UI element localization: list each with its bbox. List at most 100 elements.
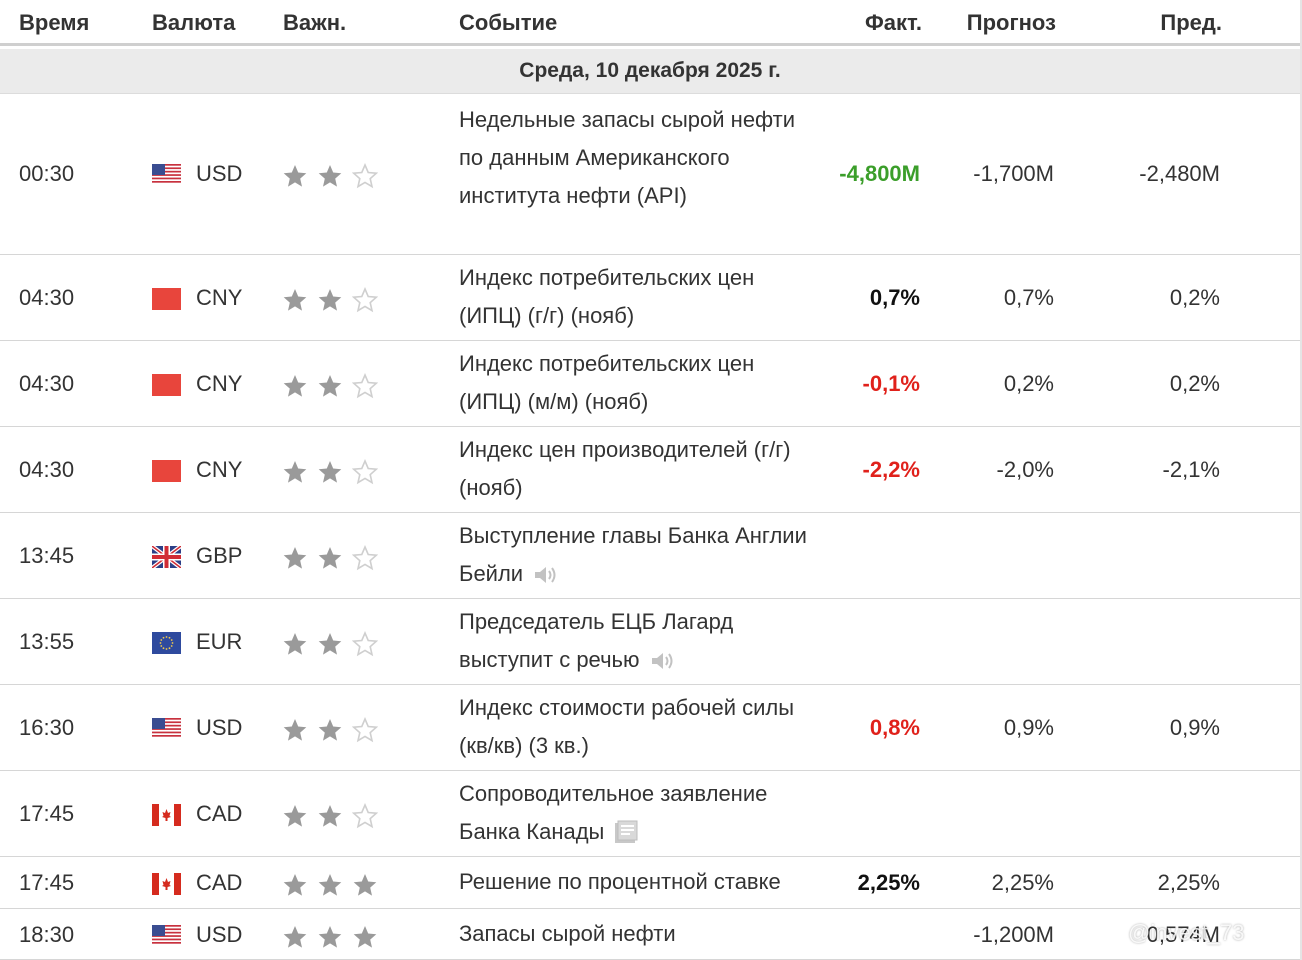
column-header-importance[interactable]: Важн.: [283, 10, 347, 35]
star-filled-icon: [317, 872, 343, 898]
currency-code: EUR: [196, 629, 243, 654]
star-filled-icon: [317, 373, 343, 399]
event-title[interactable]: Запасы сырой нефти: [459, 921, 676, 946]
table-row[interactable]: 04:30 CNY Индекс цен производителей (г/г) …: [0, 427, 1300, 513]
event-time: 04:30: [19, 285, 75, 310]
star-empty-icon: [352, 163, 378, 189]
event-title[interactable]: Индекс цен производителей (г/г) (нояб): [459, 437, 791, 500]
star-empty-icon: [352, 287, 378, 313]
previous-value: 0,2%: [1169, 285, 1220, 310]
event-time: 17:45: [19, 870, 75, 895]
event-time: 16:30: [19, 715, 75, 740]
previous-value: -2,480M: [1139, 161, 1220, 186]
event-time: 04:30: [19, 371, 75, 396]
speaker-icon[interactable]: [533, 560, 559, 598]
event-name[interactable]: Сопроводительное заявление Банка Канады: [459, 775, 819, 856]
table-row[interactable]: 17:45 CAD Сопроводительное заявление Банка…: [0, 771, 1300, 857]
column-header-previous[interactable]: Пред.: [1160, 10, 1222, 35]
star-filled-icon: [282, 717, 308, 743]
previous-value: -2,1%: [1162, 457, 1220, 482]
column-header-actual[interactable]: Факт.: [865, 10, 922, 35]
event-name[interactable]: Недельные запасы сырой нефти по данным А…: [459, 101, 819, 215]
actual-value: -2,2%: [862, 457, 920, 482]
importance-stars: [282, 287, 378, 313]
ca-flag-icon: [152, 873, 181, 895]
event-name[interactable]: Индекс потребительских цен (ИПЦ) (г/г) (…: [459, 259, 819, 335]
actual-value: 0,7%: [869, 285, 920, 310]
column-header-event[interactable]: Событие: [459, 10, 558, 35]
star-empty-icon: [352, 631, 378, 657]
star-filled-icon: [317, 803, 343, 829]
importance-stars: [282, 631, 378, 657]
star-empty-icon: [352, 545, 378, 571]
event-time: 17:45: [19, 801, 75, 826]
column-header-currency[interactable]: Валюта: [152, 10, 236, 35]
event-title[interactable]: Индекс потребительских цен (ИПЦ) (м/м) (…: [459, 351, 755, 414]
currency-code: CAD: [196, 870, 243, 895]
event-name[interactable]: Председатель ЕЦБ Лагард выступит с речью: [459, 603, 819, 684]
table-row[interactable]: 13:55 EUR Председатель ЕЦБ Лагард выступит…: [0, 599, 1300, 685]
table-row[interactable]: 16:30 USD Индекс стоимости рабочей силы (к…: [0, 685, 1300, 771]
event-name[interactable]: Индекс цен производителей (г/г) (нояб): [459, 431, 819, 507]
star-filled-icon: [317, 287, 343, 313]
event-name[interactable]: Выступление главы Банка Англии Бейли: [459, 517, 819, 598]
star-filled-icon: [282, 872, 308, 898]
currency-code: USD: [196, 922, 243, 947]
column-header-time[interactable]: Время: [19, 10, 90, 35]
forecast-value: -2,0%: [996, 457, 1054, 482]
table-header: Время Валюта Важн. Событие Факт. Прогноз…: [0, 0, 1302, 46]
previous-value: 0,9%: [1169, 715, 1220, 740]
table-row[interactable]: 13:45 GBP Выступление главы Банка Англии Б…: [0, 513, 1300, 599]
event-title[interactable]: Решение по процентной ставке: [459, 869, 781, 894]
star-filled-icon: [317, 717, 343, 743]
table-row[interactable]: 17:45 CAD Решение по процентной ставке 2,25…: [0, 857, 1300, 909]
speaker-icon[interactable]: [650, 646, 676, 684]
event-title[interactable]: Индекс потребительских цен (ИПЦ) (г/г) (…: [459, 265, 755, 328]
us-flag-icon: [152, 718, 181, 740]
event-title[interactable]: Выступление главы Банка Англии Бейли: [459, 523, 807, 586]
document-icon[interactable]: [614, 818, 638, 856]
event-name[interactable]: Решение по процентной ставке: [459, 863, 819, 901]
currency-code: CNY: [196, 457, 243, 482]
event-title[interactable]: Недельные запасы сырой нефти по данным А…: [459, 107, 796, 208]
event-name[interactable]: Индекс потребительских цен (ИПЦ) (м/м) (…: [459, 345, 819, 421]
currency-code: USD: [196, 161, 243, 186]
star-filled-icon: [282, 803, 308, 829]
event-name[interactable]: Индекс стоимости рабочей силы (кв/кв) (3…: [459, 689, 819, 765]
event-title[interactable]: Председатель ЕЦБ Лагард выступит с речью: [459, 609, 734, 672]
importance-stars: [282, 163, 378, 189]
us-flag-icon: [152, 164, 181, 186]
currency-code: CNY: [196, 285, 243, 310]
star-filled-icon: [317, 924, 343, 950]
event-name[interactable]: Запасы сырой нефти: [459, 915, 819, 953]
star-empty-icon: [352, 459, 378, 485]
scrollbar[interactable]: [1300, 0, 1302, 960]
star-filled-icon: [282, 631, 308, 657]
star-filled-icon: [352, 872, 378, 898]
table-row[interactable]: 04:30 CNY Индекс потребительских цен (ИПЦ)…: [0, 255, 1300, 341]
table-row[interactable]: 18:30 USD Запасы сырой нефти -1,200M 0,574M: [0, 909, 1300, 960]
previous-value: 0,2%: [1169, 371, 1220, 396]
importance-stars: [282, 924, 378, 950]
watermark: @invest_73: [1128, 920, 1245, 945]
importance-stars: [282, 717, 378, 743]
star-filled-icon: [282, 287, 308, 313]
event-time: 13:45: [19, 543, 75, 568]
table-row[interactable]: 04:30 CNY Индекс потребительских цен (ИПЦ)…: [0, 341, 1300, 427]
previous-value: 2,25%: [1157, 870, 1220, 895]
importance-stars: [282, 459, 378, 485]
star-filled-icon: [282, 924, 308, 950]
actual-value: -4,800M: [839, 161, 920, 186]
column-header-forecast[interactable]: Прогноз: [966, 10, 1056, 35]
actual-value: -0,1%: [862, 371, 920, 396]
event-title[interactable]: Индекс стоимости рабочей силы (кв/кв) (3…: [459, 695, 795, 758]
forecast-value: -1,700M: [973, 161, 1054, 186]
table-row[interactable]: 00:30 USD Недельные запасы сырой нефти по …: [0, 94, 1300, 255]
currency-code: CNY: [196, 371, 243, 396]
star-filled-icon: [282, 545, 308, 571]
event-title[interactable]: Сопроводительное заявление Банка Канады: [459, 781, 768, 844]
star-empty-icon: [352, 373, 378, 399]
importance-stars: [282, 803, 378, 829]
gb-flag-icon: [150, 544, 183, 570]
importance-stars: [282, 545, 378, 571]
